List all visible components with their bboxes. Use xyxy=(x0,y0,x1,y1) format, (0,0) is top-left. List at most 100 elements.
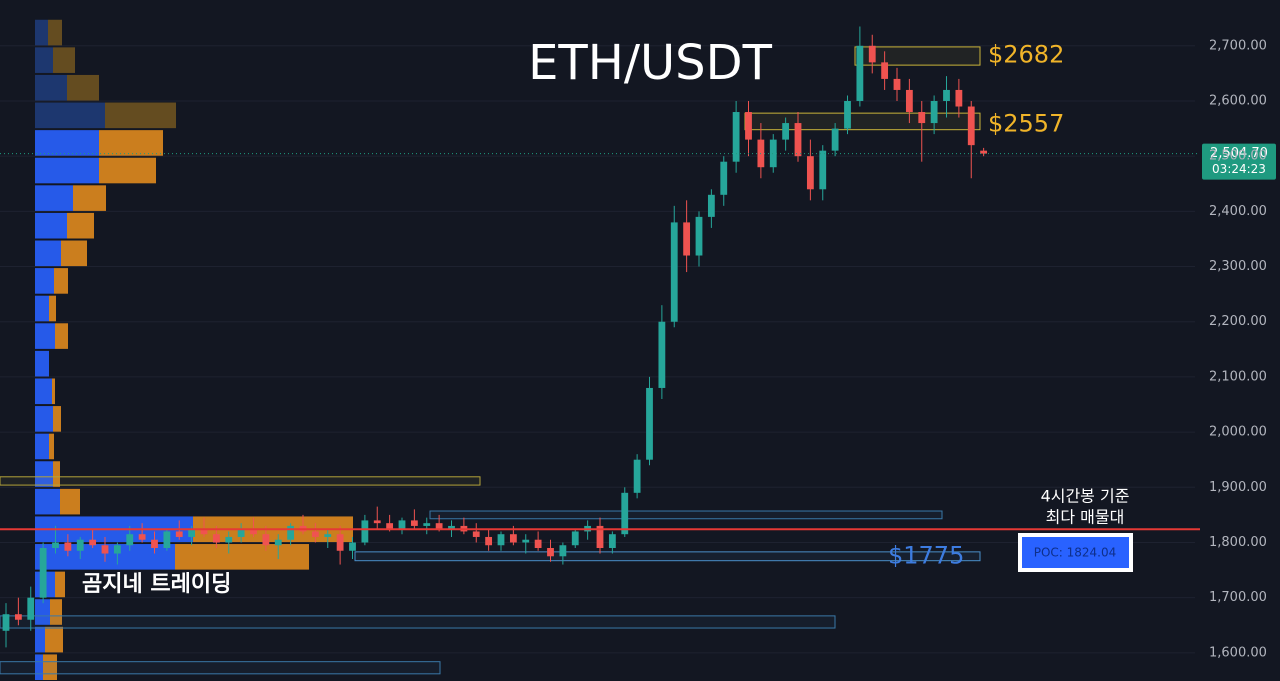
y-tick-label: 2,300.00 xyxy=(1209,259,1267,274)
candle-body xyxy=(497,534,505,546)
candle-body xyxy=(225,536,233,543)
profile-buy xyxy=(35,130,99,156)
candle-body xyxy=(905,89,913,113)
candle-body xyxy=(868,45,876,63)
candle-body xyxy=(794,123,802,157)
candle-body xyxy=(250,528,257,535)
zone xyxy=(0,661,441,675)
y-tick-label: 2,700.00 xyxy=(1209,38,1267,53)
poc-label: POC: 1824.04 xyxy=(1034,546,1117,560)
y-tick-label: 1,600.00 xyxy=(1209,645,1267,660)
candle-body xyxy=(670,222,678,322)
last-price-tag xyxy=(1202,143,1276,180)
profile-buy xyxy=(35,654,43,680)
profile-buy xyxy=(35,350,49,377)
profile-sell xyxy=(99,130,163,156)
candle-body xyxy=(745,112,752,140)
zone xyxy=(744,112,981,131)
candle-body xyxy=(547,548,554,557)
candle-body xyxy=(126,534,134,546)
y-tick-label: 1,900.00 xyxy=(1209,480,1267,495)
candle-body xyxy=(373,520,381,524)
candle-body xyxy=(89,539,97,546)
profile-buy xyxy=(35,626,45,653)
candle-body xyxy=(349,542,356,551)
candle-body xyxy=(2,614,10,631)
candle-body xyxy=(596,525,604,549)
candle-body xyxy=(200,528,208,535)
poc-note: 4시간봉 기준 xyxy=(1041,487,1130,506)
candle-body xyxy=(658,321,666,388)
candle-body xyxy=(967,106,975,146)
y-tick-label: 2,000.00 xyxy=(1209,425,1267,440)
candle-body xyxy=(485,536,493,546)
profile-sell xyxy=(175,544,309,570)
profile-sell xyxy=(105,102,176,129)
candle-body xyxy=(151,539,158,549)
profile-buy xyxy=(35,406,53,432)
profile-buy xyxy=(35,323,55,349)
profile-buy xyxy=(35,295,49,322)
candle-body xyxy=(163,531,171,549)
profile-buy xyxy=(35,433,49,460)
profile-buy xyxy=(35,74,67,101)
profile-sell xyxy=(48,19,62,46)
candle-body xyxy=(509,534,517,543)
profile-sell xyxy=(67,74,99,101)
profile-buy xyxy=(35,212,67,239)
candle-body xyxy=(571,531,579,546)
candles xyxy=(2,26,988,648)
candle-body xyxy=(336,534,344,551)
candle-body xyxy=(435,523,443,529)
profile-buy xyxy=(35,19,48,46)
profile-sell xyxy=(55,323,68,349)
y-tick-label: 2,200.00 xyxy=(1209,314,1267,329)
candle-body xyxy=(423,523,431,526)
candle-body xyxy=(361,520,369,543)
zone xyxy=(429,510,943,520)
candle-body xyxy=(410,520,418,526)
y-tick-label: 2,400.00 xyxy=(1209,204,1267,219)
candle-body xyxy=(943,89,950,101)
zone-label: $2557 xyxy=(988,110,1064,138)
candle-body xyxy=(732,112,740,162)
candle-body xyxy=(534,539,542,549)
candle-body xyxy=(881,62,889,79)
profile-buy xyxy=(35,240,61,267)
candle-body xyxy=(608,534,616,549)
candle-body xyxy=(769,139,777,168)
profile-buy xyxy=(35,157,99,184)
zone xyxy=(354,551,981,562)
candle-body xyxy=(559,545,567,557)
profile-sell xyxy=(99,157,156,184)
candle-body xyxy=(212,534,220,543)
profile-buy xyxy=(35,461,53,487)
profile-sell xyxy=(53,406,61,432)
profile-buy xyxy=(35,599,50,625)
profile-sell xyxy=(52,378,55,405)
chart-title: ETH/USDT xyxy=(528,35,772,91)
profile-sell xyxy=(49,295,56,322)
candle-body xyxy=(398,520,406,529)
candle-body xyxy=(683,222,691,256)
profile-sell xyxy=(60,488,80,515)
candle-body xyxy=(831,128,839,151)
candle-body xyxy=(39,548,47,598)
candle-body xyxy=(621,492,629,535)
candle-body xyxy=(76,539,84,551)
profile-sell xyxy=(73,185,106,211)
candle-body xyxy=(14,614,22,620)
candle-body xyxy=(695,216,703,256)
profile-sell xyxy=(53,47,75,73)
y-tick-label: 1,700.00 xyxy=(1209,590,1267,605)
profile-sell xyxy=(50,599,62,625)
candle-body xyxy=(844,100,851,129)
profile-sell xyxy=(67,212,94,239)
candle-body xyxy=(720,161,728,195)
candle-body xyxy=(856,45,864,101)
y-tick-label: 2,600.00 xyxy=(1209,93,1267,108)
profile-buy xyxy=(35,185,73,211)
candle-body xyxy=(324,534,332,537)
candle-body xyxy=(188,528,196,537)
